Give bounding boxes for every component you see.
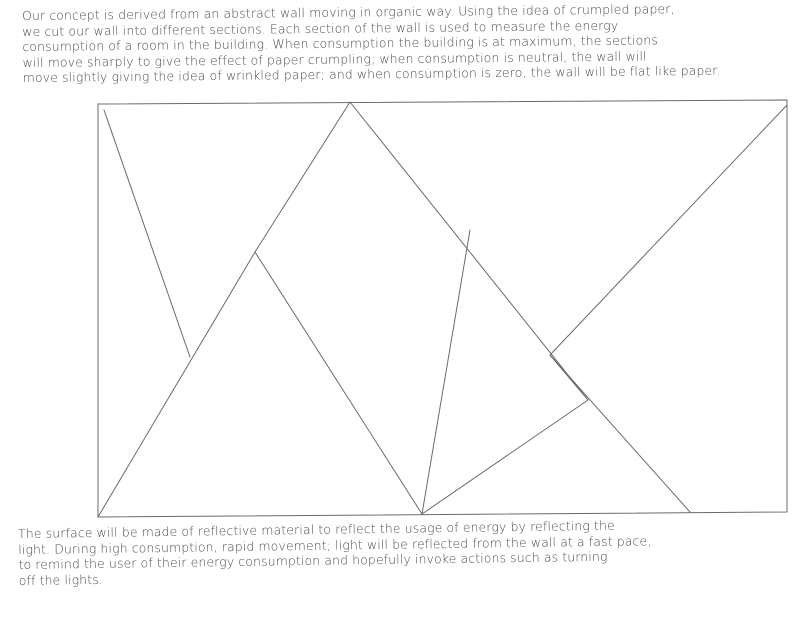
wall-section-edge	[254, 251, 423, 515]
wall-section-edge	[421, 229, 471, 515]
outro-text: The surface will be made of reflective m…	[18, 516, 739, 588]
wall-section-edge	[97, 251, 256, 518]
wall-section-edge	[421, 399, 589, 515]
wall-section-edge	[549, 354, 691, 513]
wall-frame	[97, 99, 788, 518]
wall-section-edge	[103, 109, 191, 358]
wall-section-edge	[349, 101, 589, 401]
wall-section-edge	[254, 101, 351, 253]
wall-section-edge	[549, 104, 788, 356]
